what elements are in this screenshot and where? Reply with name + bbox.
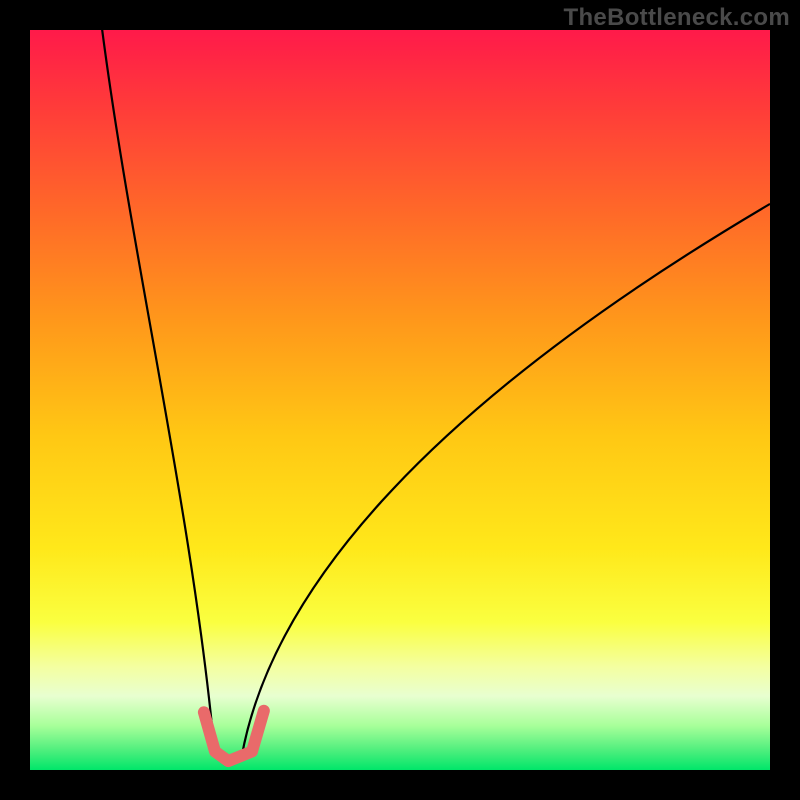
plot-gradient bbox=[30, 30, 770, 770]
bottleneck-chart bbox=[0, 0, 800, 800]
chart-container: TheBottleneck.com bbox=[0, 0, 800, 800]
site-watermark: TheBottleneck.com bbox=[564, 4, 790, 32]
